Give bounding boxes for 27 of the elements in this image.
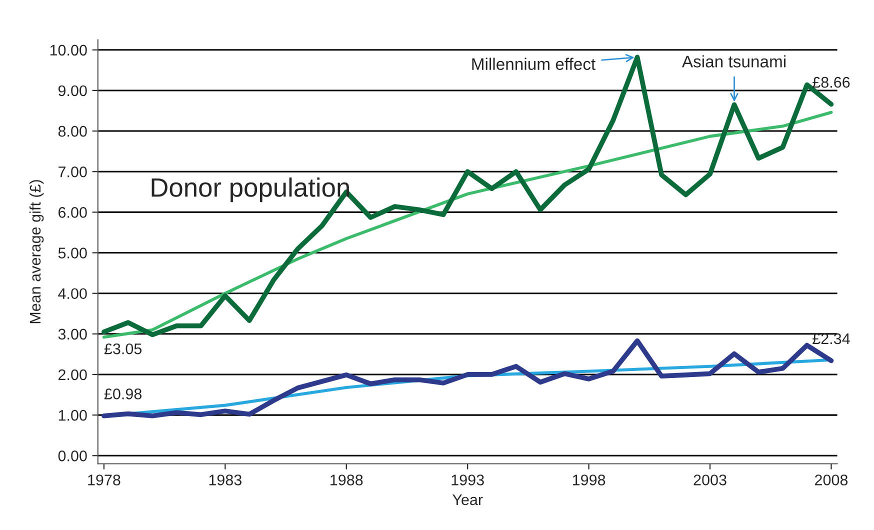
annotation: Asian tsunami	[682, 55, 786, 68]
y-tick-label: 0.00	[58, 450, 87, 462]
y-tick-label: 4.00	[58, 288, 87, 300]
y-axis-title: Mean average gift (£)	[29, 180, 44, 324]
x-tick-label: 1978	[88, 474, 120, 486]
data-label: £3.05	[104, 343, 142, 354]
x-tick-label: 1993	[452, 474, 484, 486]
y-tick-label: 2.00	[58, 369, 87, 380]
y-tick-label: 9.00	[58, 85, 87, 96]
x-tick-label: 1988	[330, 474, 363, 486]
y-tick-label: 8.00	[58, 126, 87, 137]
annotation: Millennium effect	[472, 58, 596, 70]
y-tick-label: 6.00	[58, 207, 87, 218]
x-tick-label: 1983	[209, 474, 242, 486]
x-tick-label: 1998	[572, 474, 606, 486]
data-label: £8.66	[812, 76, 850, 88]
x-axis-title: Year	[452, 494, 483, 506]
x-tick-label: 2008	[815, 474, 848, 486]
annotation: Donor population	[152, 178, 349, 202]
x-tick-label: 2003	[694, 474, 726, 486]
y-tick-label: 7.00	[58, 166, 87, 178]
data-label: £2.34	[812, 333, 850, 344]
y-tick-label: 1.00	[58, 410, 87, 421]
y-tick-label: 10.00	[50, 44, 87, 56]
data-label: £0.98	[104, 388, 142, 400]
y-tick-label: 5.00	[58, 248, 87, 258]
y-tick-label: 3.00	[58, 328, 87, 340]
